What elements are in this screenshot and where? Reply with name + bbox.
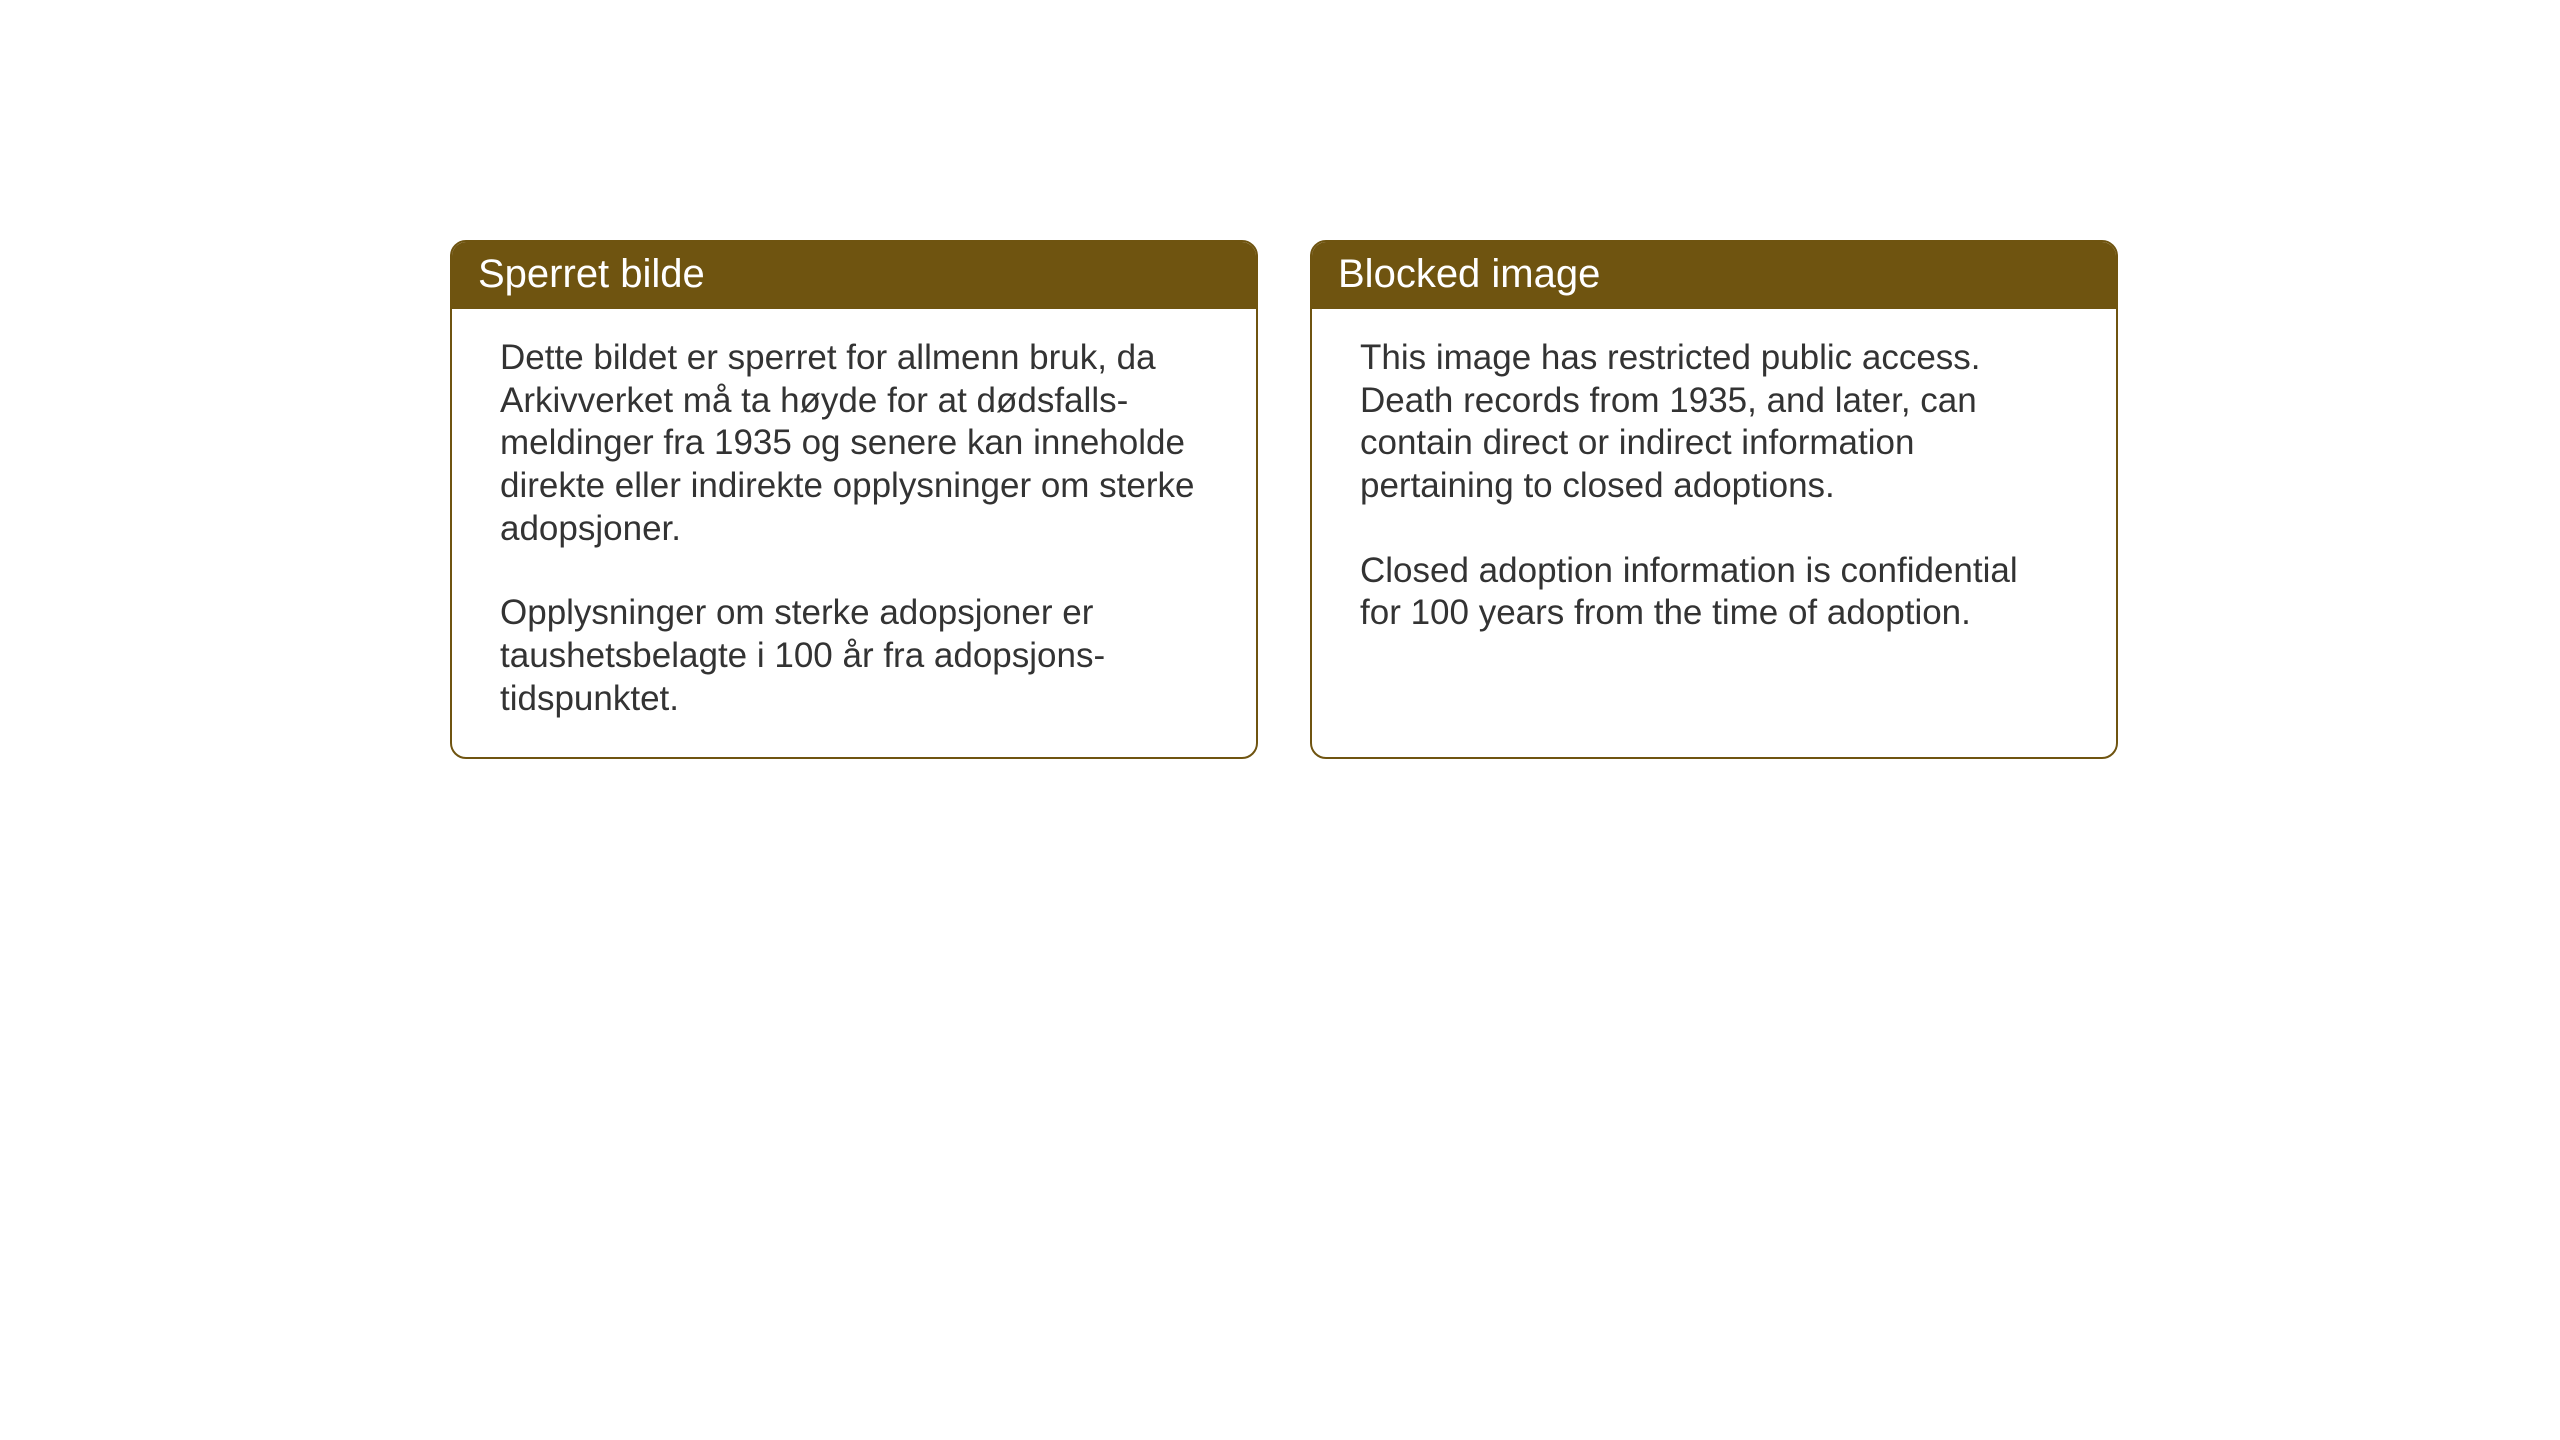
card-title: Sperret bilde: [478, 252, 705, 296]
card-paragraph: Dette bildet er sperret for allmenn bruk…: [500, 337, 1208, 550]
card-body: This image has restricted public access.…: [1312, 309, 2116, 749]
notice-card-english: Blocked image This image has restricted …: [1310, 240, 2118, 759]
notice-card-norwegian: Sperret bilde Dette bildet er sperret fo…: [450, 240, 1258, 759]
notice-container: Sperret bilde Dette bildet er sperret fo…: [450, 240, 2118, 759]
card-paragraph: Opplysninger om sterke adopsjoner er tau…: [500, 592, 1208, 720]
card-header: Blocked image: [1312, 242, 2116, 309]
card-paragraph: Closed adoption information is confident…: [1360, 550, 2068, 635]
card-title: Blocked image: [1338, 252, 1600, 296]
card-body: Dette bildet er sperret for allmenn bruk…: [452, 309, 1256, 757]
card-paragraph: This image has restricted public access.…: [1360, 337, 2068, 508]
card-header: Sperret bilde: [452, 242, 1256, 309]
